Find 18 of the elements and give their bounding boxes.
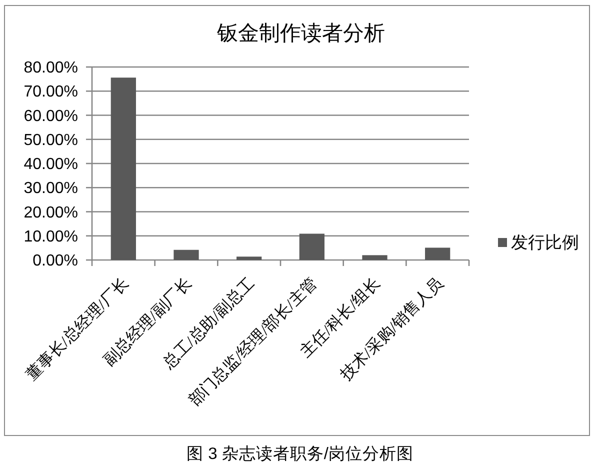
y-tick-label: 20.00% xyxy=(24,204,78,222)
y-tick-label: 0.00% xyxy=(32,252,78,270)
y-tick-label: 30.00% xyxy=(24,180,78,198)
y-tick-label: 60.00% xyxy=(24,108,78,125)
y-tick-label: 70.00% xyxy=(24,84,78,101)
legend-label: 发行比例 xyxy=(511,233,579,252)
y-tick-label: 80.00% xyxy=(24,60,78,76)
y-tick-label: 50.00% xyxy=(24,132,78,149)
bar xyxy=(425,248,450,260)
caption: 图 3 杂志读者职务/岗位分析图 xyxy=(186,444,414,463)
y-tick-label: 40.00% xyxy=(24,156,78,173)
bar xyxy=(174,250,199,260)
chart-title: 钣金制作读者分析 xyxy=(216,21,385,45)
bar xyxy=(236,256,262,260)
bar xyxy=(299,234,324,260)
bar xyxy=(110,78,136,260)
y-tick-label: 10.00% xyxy=(24,228,78,246)
bar xyxy=(362,255,388,260)
